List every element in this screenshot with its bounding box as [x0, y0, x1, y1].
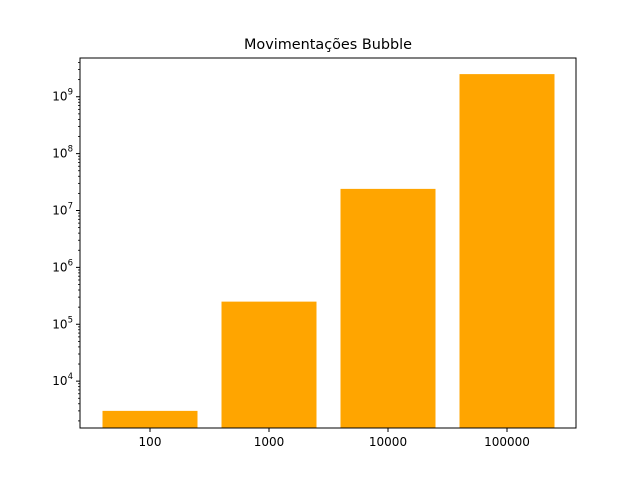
x-tick-label: 1000: [254, 435, 285, 449]
x-tick-label: 100: [139, 435, 162, 449]
plot-frame: [79, 57, 577, 429]
bars-group: [102, 74, 555, 428]
x-tick-label: 100000: [484, 435, 530, 449]
y-tick-label: 105: [52, 315, 73, 331]
bar-1000: [221, 301, 317, 428]
bar-100000: [459, 74, 555, 428]
y-axis: 104 105 106 107 108 109: [52, 62, 80, 422]
bar-100: [102, 410, 198, 428]
bar-10000: [340, 188, 436, 428]
y-tick-label: 106: [52, 258, 73, 274]
x-axis: 100 1000 10000 100000: [139, 428, 530, 449]
y-tick-label: 104: [52, 372, 73, 388]
x-tick-label: 10000: [369, 435, 407, 449]
y-tick-label: 107: [52, 202, 73, 218]
y-tick-label: 109: [52, 88, 73, 104]
y-tick-label: 108: [52, 145, 73, 161]
chart-title: Movimentações Bubble: [244, 37, 412, 53]
